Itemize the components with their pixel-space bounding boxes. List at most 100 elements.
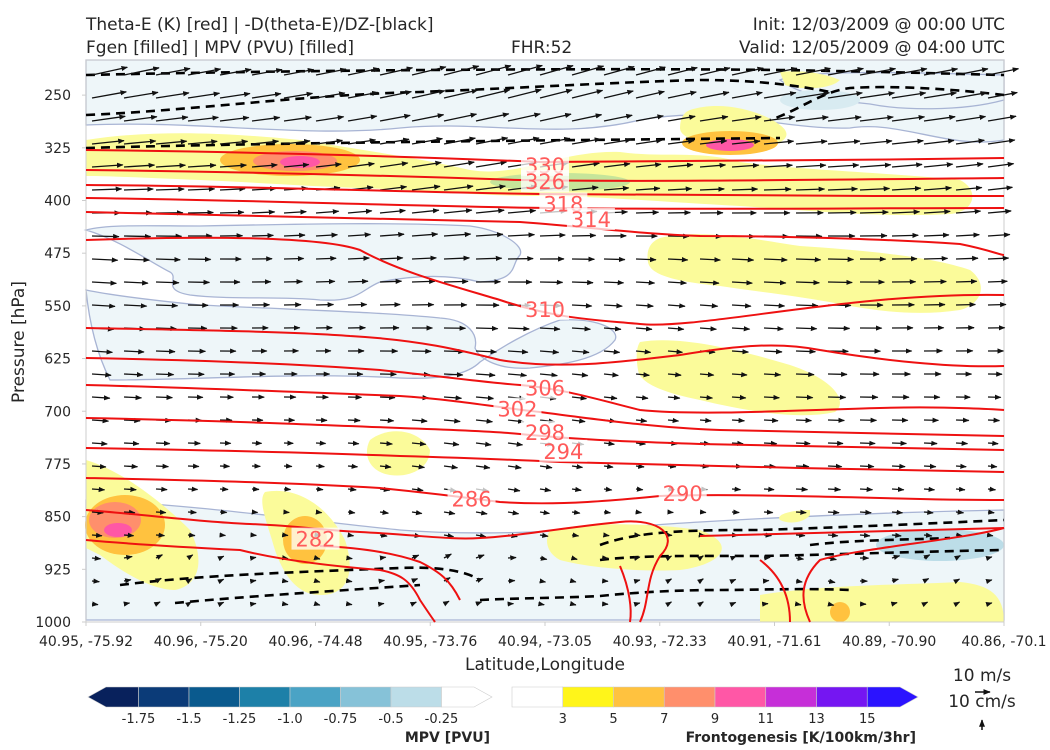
wind-arrow	[443, 553, 452, 560]
wind-arrow	[507, 510, 520, 516]
wind-arrow	[635, 463, 645, 469]
wind-arrow	[891, 232, 919, 239]
wind-arrow	[603, 185, 630, 191]
wind-arrow	[635, 395, 649, 401]
wind-arrow	[571, 137, 602, 145]
wind-arrow	[987, 302, 1007, 308]
wind-arrow	[91, 349, 114, 355]
wind-arrow	[347, 440, 360, 446]
wind-arrow	[731, 303, 752, 309]
wind-arrow	[827, 578, 836, 584]
wind-arrow	[443, 88, 479, 99]
wind-arrow	[507, 326, 530, 332]
wind-arrow	[603, 256, 626, 263]
wind-arrow	[123, 372, 144, 378]
theta-e-contour-label: 314	[571, 208, 611, 232]
wind-arrow	[795, 257, 822, 263]
wind-arrow	[890, 601, 898, 607]
colorbar-tick-label: 9	[711, 712, 719, 727]
wind-arrow	[411, 255, 437, 261]
wind-arrow	[283, 256, 305, 262]
wind-arrow	[475, 255, 503, 261]
wind-arrow	[571, 65, 605, 76]
wind-arrow	[251, 162, 278, 168]
colorbar-title: MPV [PVU]	[405, 730, 490, 746]
wind-arrow	[891, 91, 927, 99]
wind-arrow	[987, 67, 1020, 76]
wind-arrow	[986, 532, 994, 538]
wind-arrow	[763, 394, 780, 401]
wind-arrow	[891, 162, 923, 168]
wind-arrow	[475, 112, 510, 122]
wind-arrow	[379, 532, 388, 538]
wind-arrow	[731, 417, 746, 424]
colorbar-bin	[562, 686, 614, 708]
frontogenesis-colorbar: 3 5 7 9 11 13 15 Frontogenesis [K/100km/3hr]	[511, 686, 919, 746]
wind-arrow	[315, 138, 344, 145]
wind-arrow	[347, 278, 369, 285]
wind-arrow	[475, 184, 506, 191]
contour-label-bg	[521, 420, 569, 443]
wind-arrow	[953, 601, 961, 608]
wind-arrow	[315, 255, 337, 262]
wind-arrow	[91, 303, 116, 309]
wind-arrow	[475, 325, 499, 332]
wind-arrow	[699, 114, 729, 122]
wind-arrow	[313, 577, 321, 583]
wind-arrow	[635, 303, 654, 309]
colorbar-tick-label: 5	[609, 712, 617, 727]
wind-arrow	[443, 533, 455, 539]
wind-arrow	[443, 160, 475, 168]
wind-arrow	[955, 67, 989, 76]
wind-arrow	[763, 139, 795, 145]
wind-arrow	[667, 280, 688, 286]
wind-arrow	[603, 89, 634, 99]
forecast-hour: FHR:52	[511, 38, 573, 58]
wind-arrow	[475, 418, 494, 424]
wind-arrow	[795, 348, 817, 355]
wind-arrow	[187, 139, 218, 145]
wind-arrow	[891, 114, 926, 122]
wind-arrow	[315, 486, 324, 492]
wind-arrow	[315, 509, 323, 515]
wind-arrow	[603, 463, 614, 469]
wind-arrow	[411, 89, 446, 99]
valid-time: Valid: 12/05/2009 @ 04:00 UTC	[739, 38, 1005, 58]
wind-arrow	[155, 348, 176, 355]
wind-arrow	[123, 66, 160, 76]
wind-arrow	[411, 510, 423, 516]
colorbar-bin	[511, 686, 564, 708]
theta-e-contour-label: 286	[452, 488, 492, 512]
wind-arrow	[411, 418, 428, 424]
wind-arrow	[923, 255, 949, 262]
wind-arrow	[281, 578, 289, 584]
wind-arrow	[795, 532, 806, 538]
wind-arrow	[155, 325, 177, 332]
wind-arrow	[923, 91, 957, 99]
x-tick-label: 40.95, -75.92	[39, 634, 133, 650]
wind-arrow	[347, 161, 375, 168]
x-tick-label: 40.86, -70.1	[961, 634, 1046, 650]
wind-arrow	[443, 184, 474, 191]
wind-arrow	[123, 349, 145, 355]
wind-arrow	[379, 486, 391, 493]
wind-arrow	[635, 280, 656, 286]
wind-arrow	[731, 280, 753, 286]
wind-arrow	[891, 554, 901, 560]
wind-arrow	[603, 161, 631, 168]
wind-arrow	[249, 555, 257, 561]
wind-arrow	[571, 161, 600, 168]
wind-arrow	[315, 463, 325, 469]
wind-arrow	[731, 486, 742, 492]
wind-arrow	[603, 486, 613, 492]
theta-e-contour-label: 294	[543, 440, 583, 464]
wind-arrow	[539, 509, 551, 516]
wind-arrow	[763, 66, 798, 76]
wind-arrow	[827, 463, 843, 469]
wind-arrow	[827, 440, 844, 446]
wind-arrow	[442, 600, 450, 607]
wind-arrow	[891, 185, 922, 192]
wind-arrow	[635, 440, 647, 446]
wind-arrow	[475, 395, 495, 401]
wind-arrow	[379, 208, 406, 214]
